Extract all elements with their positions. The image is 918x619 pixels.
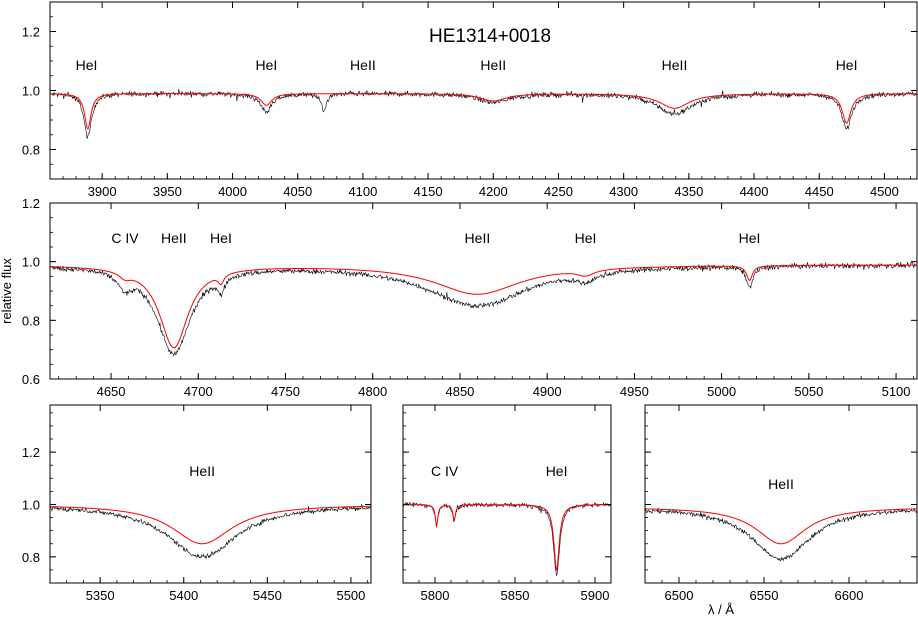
y-tick-label: 1.0 xyxy=(22,255,40,270)
y-tick-label: 0.8 xyxy=(22,550,40,565)
x-tick-label: 5900 xyxy=(581,588,610,603)
y-tick-label: 1.2 xyxy=(22,25,40,40)
x-tick-label: 6550 xyxy=(750,588,779,603)
x-axis-label: λ / Å xyxy=(708,602,734,617)
x-tick-label: 3950 xyxy=(153,184,182,199)
y-axis-label: relative flux xyxy=(0,258,14,324)
line-label: HeII xyxy=(350,57,376,73)
x-tick-label: 4750 xyxy=(271,384,300,399)
line-label: HeI xyxy=(256,57,278,73)
x-tick-label: 5850 xyxy=(501,588,530,603)
observed-spectrum-line xyxy=(50,88,917,140)
observed-spectrum-line xyxy=(50,261,917,357)
x-tick-label: 4200 xyxy=(479,184,508,199)
x-tick-label: 4350 xyxy=(674,184,703,199)
panel-frame xyxy=(49,404,372,584)
spectrum-panel-1: 3900 3950 4000 4050 4100 4150 4200 4250 4300 4350… xyxy=(22,1,918,199)
x-tick-label: 6600 xyxy=(835,588,864,603)
panel-frame xyxy=(402,404,612,584)
x-tick-label: 5450 xyxy=(253,588,282,603)
model-spectrum-line xyxy=(645,508,917,545)
line-label: HeII xyxy=(189,463,215,479)
line-label: HeI xyxy=(739,230,761,246)
line-label: HeII xyxy=(465,230,491,246)
y-tick-label: 1.2 xyxy=(22,196,40,211)
line-label: C IV xyxy=(431,463,459,479)
x-tick-label: 4500 xyxy=(870,184,899,199)
y-tick-label: 1.0 xyxy=(22,84,40,99)
y-tick-label: 1.0 xyxy=(22,497,40,512)
model-spectrum-line xyxy=(50,93,917,130)
x-tick-label: 5500 xyxy=(336,588,365,603)
panel-frame xyxy=(644,404,918,584)
x-tick-label: 4100 xyxy=(348,184,377,199)
observed-spectrum-line xyxy=(50,503,371,560)
x-tick-label: 5050 xyxy=(794,384,823,399)
x-tick-label: 4300 xyxy=(609,184,638,199)
chart-title: HE1314+0018 xyxy=(429,26,551,47)
x-tick-label: 3900 xyxy=(88,184,117,199)
line-label: HeI xyxy=(210,230,232,246)
x-tick-label: 4800 xyxy=(358,384,387,399)
x-tick-label: 5400 xyxy=(169,588,198,603)
spectrum-panel-3: 5350 5400 5450 5500 0.8 1.0 1.2 HeII xyxy=(22,404,372,603)
y-tick-label: 0.8 xyxy=(22,313,40,328)
y-tick-label: 0.6 xyxy=(22,372,40,387)
x-tick-label: 5350 xyxy=(86,588,115,603)
line-label: HeII xyxy=(480,57,506,73)
model-spectrum-line xyxy=(50,505,371,545)
line-label: HeI xyxy=(575,230,597,246)
line-label: HeII xyxy=(662,57,688,73)
line-label: HeI xyxy=(546,463,568,479)
x-tick-label: 5000 xyxy=(707,384,736,399)
x-tick-label: 4050 xyxy=(283,184,312,199)
x-tick-label: 6500 xyxy=(665,588,694,603)
line-label: C IV xyxy=(111,230,139,246)
line-label: HeI xyxy=(836,57,858,73)
y-tick-label: 0.8 xyxy=(22,143,40,158)
x-tick-label: 4150 xyxy=(414,184,443,199)
x-tick-label: 4950 xyxy=(620,384,649,399)
x-tick-label: 4000 xyxy=(218,184,247,199)
x-tick-label: 5100 xyxy=(882,384,911,399)
x-tick-label: 4900 xyxy=(533,384,562,399)
model-spectrum-line xyxy=(403,504,611,572)
x-tick-label: 4400 xyxy=(740,184,769,199)
observed-spectrum-line xyxy=(645,507,917,562)
x-tick-label: 4700 xyxy=(184,384,213,399)
x-tick-label: 5800 xyxy=(421,588,450,603)
model-spectrum-line xyxy=(50,264,917,349)
line-label: HeII xyxy=(768,476,794,492)
x-tick-label: 4650 xyxy=(97,384,126,399)
x-tick-label: 4850 xyxy=(445,384,474,399)
x-tick-label: 4250 xyxy=(544,184,573,199)
x-tick-label: 4450 xyxy=(805,184,834,199)
spectrum-panel-5: 6500 6550 6600 HeII λ / Å xyxy=(644,404,918,617)
y-tick-label: 1.2 xyxy=(22,445,40,460)
spectrum-panel-2: 4650 4700 4750 4800 4850 4900 4950 5000 5050 5100… xyxy=(0,196,918,399)
line-label: HeII xyxy=(161,230,187,246)
line-label: HeI xyxy=(76,57,98,73)
spectrum-panel-4: 5800 5850 5900 C IV HeI xyxy=(402,404,612,603)
